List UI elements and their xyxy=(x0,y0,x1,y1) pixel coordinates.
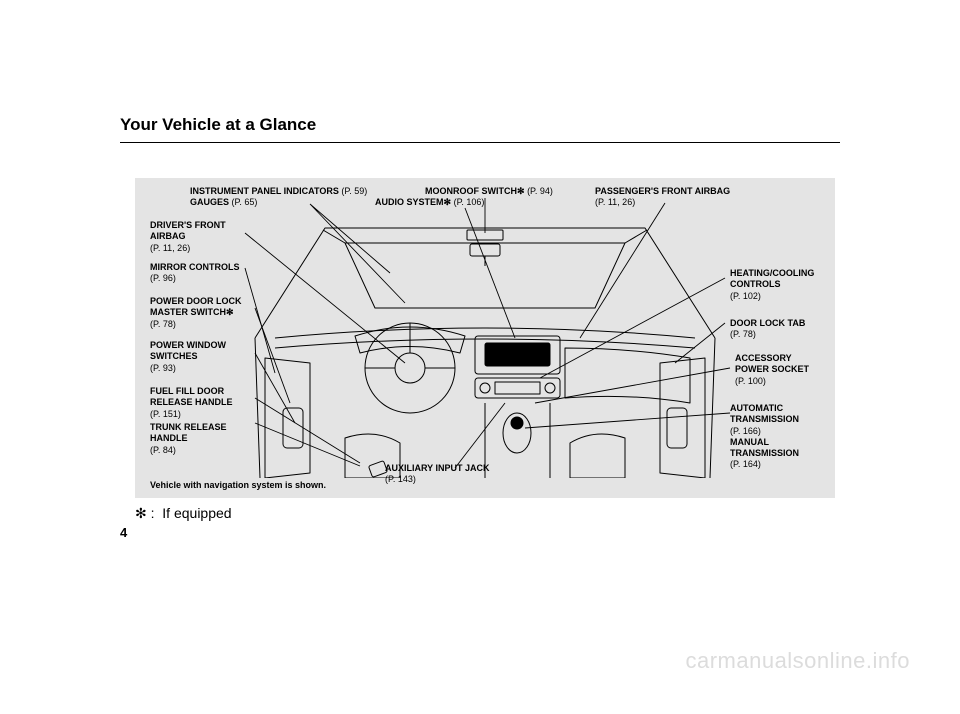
callout-accessory-socket: ACCESSORY POWER SOCKET (P. 100) xyxy=(735,353,809,387)
page-ref: (P. 78) xyxy=(730,329,756,339)
page-ref: (P. 11, 26) xyxy=(595,197,635,207)
page-ref: (P. 65) xyxy=(232,197,258,207)
label: TRANSMISSION xyxy=(730,414,799,424)
label: POWER WINDOW xyxy=(150,340,226,350)
label: MANUAL xyxy=(730,437,769,447)
callout-heating-cooling: HEATING/COOLING CONTROLS (P. 102) xyxy=(730,268,814,302)
page-title: Your Vehicle at a Glance xyxy=(120,115,316,135)
label: HANDLE xyxy=(150,433,188,443)
callout-fuel-fill: FUEL FILL DOOR RELEASE HANDLE (P. 151) xyxy=(150,386,233,420)
page-ref: (P. 106) xyxy=(454,197,485,207)
star-icon: ✻ xyxy=(517,186,525,196)
page-ref: (P. 164) xyxy=(730,459,761,469)
star-icon: ✻ xyxy=(226,307,234,317)
label: AUDIO SYSTEM xyxy=(375,197,444,207)
page-ref: (P. 96) xyxy=(150,273,176,283)
label: POWER DOOR LOCK xyxy=(150,296,242,306)
callout-trunk-release: TRUNK RELEASE HANDLE (P. 84) xyxy=(150,422,227,456)
label: SWITCHES xyxy=(150,351,198,361)
label: MIRROR CONTROLS xyxy=(150,262,240,272)
callout-moonroof: MOONROOF SWITCH✻ (P. 94) xyxy=(425,186,553,197)
diagram-panel: INSTRUMENT PANEL INDICATORS (P. 59) GAUG… xyxy=(135,178,835,498)
callout-aux-jack: AUXILIARY INPUT JACK (P. 143) xyxy=(385,463,490,486)
callout-instrument-panel: INSTRUMENT PANEL INDICATORS (P. 59) GAUG… xyxy=(190,186,367,209)
page-ref: (P. 143) xyxy=(385,474,416,484)
callout-power-window: POWER WINDOW SWITCHES (P. 93) xyxy=(150,340,226,374)
diagram-caption: Vehicle with navigation system is shown. xyxy=(150,480,326,491)
label: PASSENGER'S FRONT AIRBAG xyxy=(595,186,730,196)
footnote-symbol: ✻ : xyxy=(135,505,155,521)
label: GAUGES xyxy=(190,197,229,207)
watermark: carmanualsonline.info xyxy=(685,648,910,674)
label: CONTROLS xyxy=(730,279,781,289)
title-rule xyxy=(120,142,840,143)
callout-passenger-airbag: PASSENGER'S FRONT AIRBAG (P. 11, 26) xyxy=(595,186,730,209)
label: INSTRUMENT PANEL INDICATORS xyxy=(190,186,339,196)
page-ref: (P. 78) xyxy=(150,319,176,329)
page-ref: (P. 59) xyxy=(341,186,367,196)
page-ref: (P. 93) xyxy=(150,363,176,373)
callout-door-lock-tab: DOOR LOCK TAB (P. 78) xyxy=(730,318,805,341)
label: TRANSMISSION xyxy=(730,448,799,458)
label: HEATING/COOLING xyxy=(730,268,814,278)
label: TRUNK RELEASE xyxy=(150,422,227,432)
label: ACCESSORY xyxy=(735,353,792,363)
page-ref: (P. 100) xyxy=(735,376,766,386)
page-ref: (P. 102) xyxy=(730,291,761,301)
footnote-text: If equipped xyxy=(162,505,231,521)
label: MASTER SWITCH xyxy=(150,307,226,317)
label: AUXILIARY INPUT JACK xyxy=(385,463,490,473)
star-icon: ✻ xyxy=(444,197,452,207)
page-ref: (P. 166) xyxy=(730,426,761,436)
label: RELEASE HANDLE xyxy=(150,397,233,407)
page-number: 4 xyxy=(120,525,127,540)
footnote: ✻ : If equipped xyxy=(135,505,232,522)
callout-door-lock-master: POWER DOOR LOCK MASTER SWITCH✻ (P. 78) xyxy=(150,296,242,330)
label: MOONROOF SWITCH xyxy=(425,186,517,196)
callout-driver-airbag: DRIVER'S FRONT AIRBAG (P. 11, 26) xyxy=(150,220,226,254)
label: DRIVER'S FRONT xyxy=(150,220,226,230)
label: POWER SOCKET xyxy=(735,364,809,374)
callout-audio: AUDIO SYSTEM✻ (P. 106) xyxy=(375,197,484,208)
page-ref: (P. 84) xyxy=(150,445,176,455)
callout-transmission: AUTOMATIC TRANSMISSION (P. 166) MANUAL T… xyxy=(730,403,799,471)
label: DOOR LOCK TAB xyxy=(730,318,805,328)
callout-mirror-controls: MIRROR CONTROLS (P. 96) xyxy=(150,262,240,285)
page-ref: (P. 151) xyxy=(150,409,181,419)
label: FUEL FILL DOOR xyxy=(150,386,224,396)
label: AUTOMATIC xyxy=(730,403,783,413)
label: AIRBAG xyxy=(150,231,186,241)
page-ref: (P. 94) xyxy=(527,186,553,196)
page-ref: (P. 11, 26) xyxy=(150,243,190,253)
